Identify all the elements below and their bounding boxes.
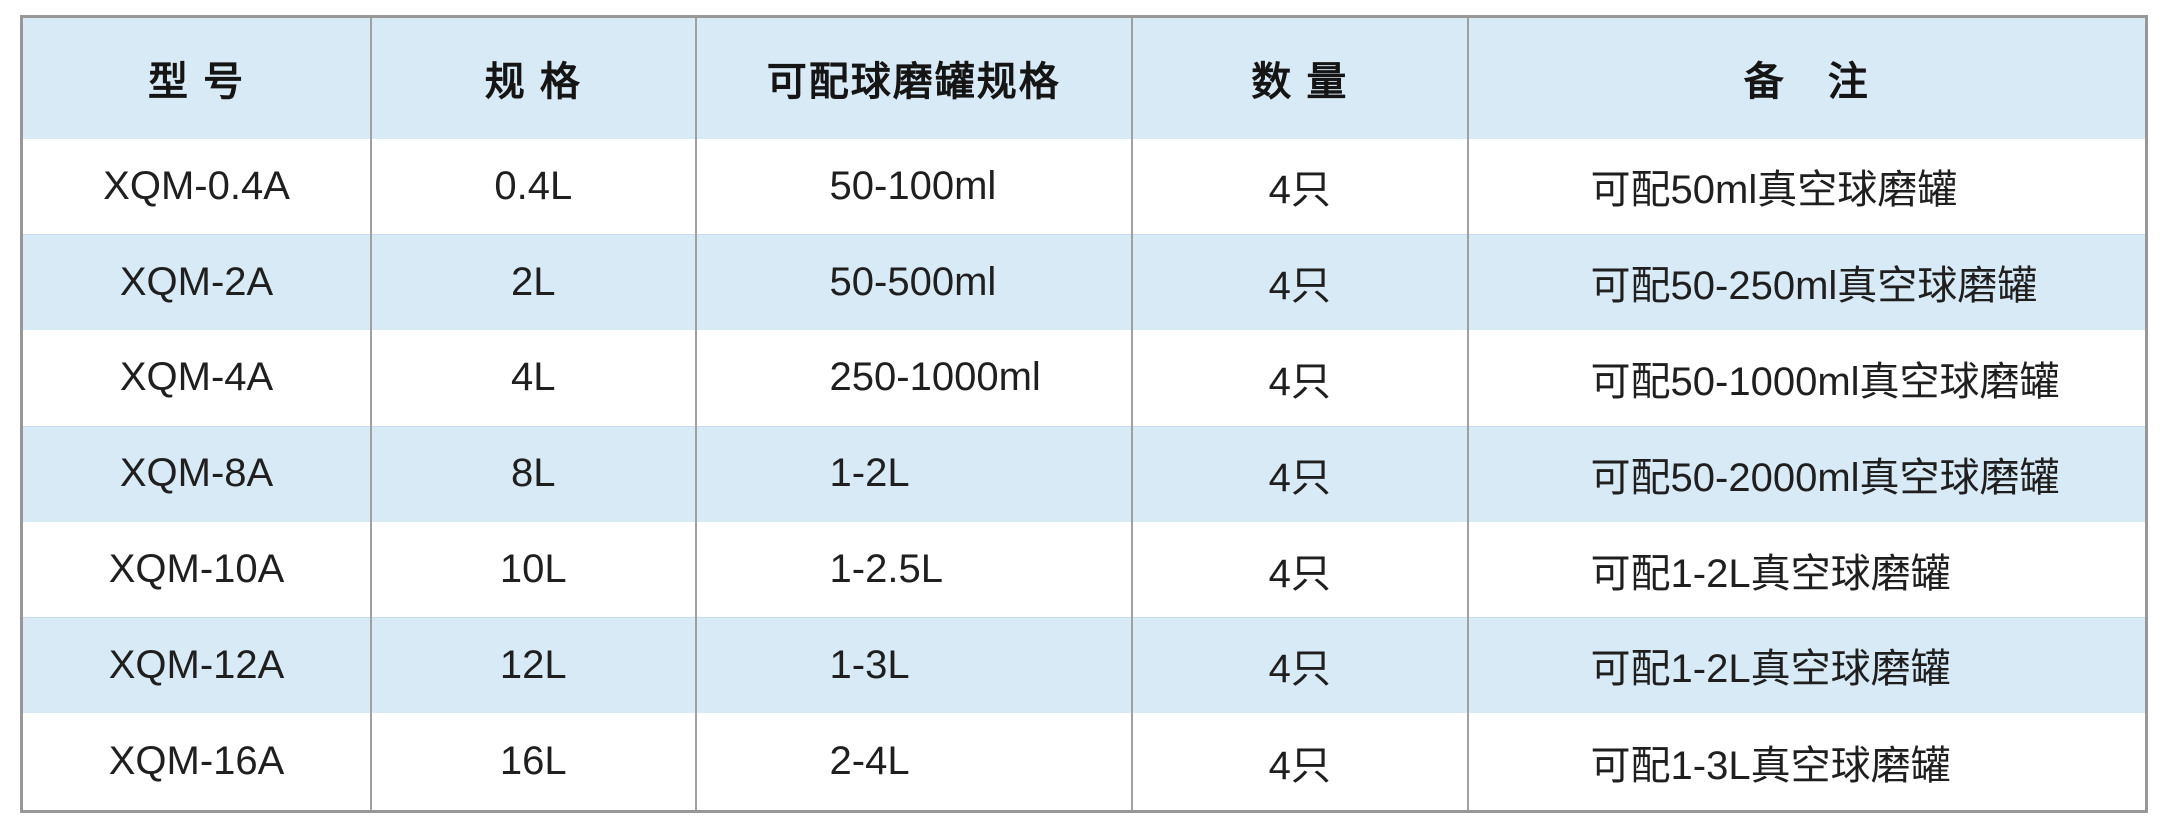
header-note: 备 注 [1466,16,2147,139]
cell-note: 可配1-2L真空球磨罐 [1466,617,2147,714]
cell-jar: 250-1000ml [694,330,1133,426]
cell-note: 可配50-1000ml真空球磨罐 [1466,330,2147,426]
table-row: XQM-16A 16L 2-4L 4只 可配1-3L真空球磨罐 [22,713,2147,812]
cell-spec: 2L [370,234,696,331]
cell-spec: 10L [370,521,696,618]
cell-qty: 4只 [1131,713,1468,812]
cell-jar: 1-2L [694,425,1133,522]
cell-qty: 4只 [1131,617,1468,714]
cell-spec: 16L [370,713,696,812]
table-row: XQM-0.4A 0.4L 50-100ml 4只 可配50ml真空球磨罐 [22,138,2147,235]
cell-model: XQM-0.4A [103,163,290,208]
table-body: XQM-0.4A 0.4L 50-100ml 4只 可配50ml真空球磨罐 XQM-2A 2… [21,138,2147,812]
cell-jar: 50-500ml [694,234,1133,331]
table-row: XQM-8A 8L 1-2L 4只 可配50-2000ml真空球磨罐 [21,425,2147,522]
cell-jar: 1-3L [694,617,1133,714]
cell-model: XQM-16A [108,739,285,784]
cell-jar: 1-2.5L [694,521,1133,618]
cell-model: XQM-12A [108,642,285,687]
header-spec: 规 格 [370,16,696,139]
header-row: 型 号 规 格 可配球磨罐规格 数 量 备 注 [21,16,2147,139]
header-qty: 数 量 [1131,16,1468,139]
table-row: XQM-10A 10L 1-2.5L 4只 可配1-2L真空球磨罐 [22,521,2147,618]
table-row: XQM-12A 12L 1-3L 4只 可配1-2L真空球磨罐 [21,617,2147,714]
cell-jar: 2-4L [694,713,1133,812]
cell-note: 可配1-2L真空球磨罐 [1466,521,2147,618]
cell-spec: 8L [370,425,696,522]
cell-qty: 4只 [1131,521,1468,618]
header-model: 型 号 [147,60,246,105]
cell-note: 可配50-250ml真空球磨罐 [1466,234,2147,331]
cell-model: XQM-4A [119,355,274,400]
cell-note: 可配50ml真空球磨罐 [1466,138,2147,235]
cell-jar: 50-100ml [694,138,1133,235]
cell-spec: 12L [370,617,696,714]
cell-model: XQM-10A [108,547,285,592]
table-header: 型 号 规 格 可配球磨罐规格 数 量 备 注 [21,16,2147,139]
cell-note: 可配50-2000ml真空球磨罐 [1466,425,2147,522]
table-row: XQM-4A 4L 250-1000ml 4只 可配50-1000ml真空球磨罐 [22,330,2147,426]
header-jar: 可配球磨罐规格 [694,16,1133,139]
spec-table: 型 号 规 格 可配球磨罐规格 数 量 备 注 XQM-0.4A 0.4L 50-1… [20,15,2148,813]
cell-qty: 4只 [1131,330,1468,426]
cell-spec: 0.4L [370,138,696,235]
cell-spec: 4L [370,330,696,426]
cell-model: XQM-8A [119,451,274,496]
cell-note: 可配1-3L真空球磨罐 [1466,713,2147,812]
cell-qty: 4只 [1131,425,1468,522]
table-row: XQM-2A 2L 50-500ml 4只 可配50-250ml真空球磨罐 [21,234,2147,331]
cell-qty: 4只 [1131,234,1468,331]
cell-model: XQM-2A [119,259,274,304]
cell-qty: 4只 [1131,138,1468,235]
